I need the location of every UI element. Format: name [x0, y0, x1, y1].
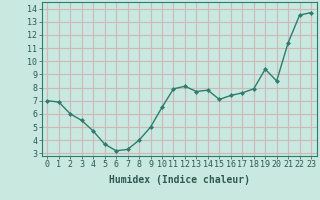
X-axis label: Humidex (Indice chaleur): Humidex (Indice chaleur) [109, 175, 250, 185]
